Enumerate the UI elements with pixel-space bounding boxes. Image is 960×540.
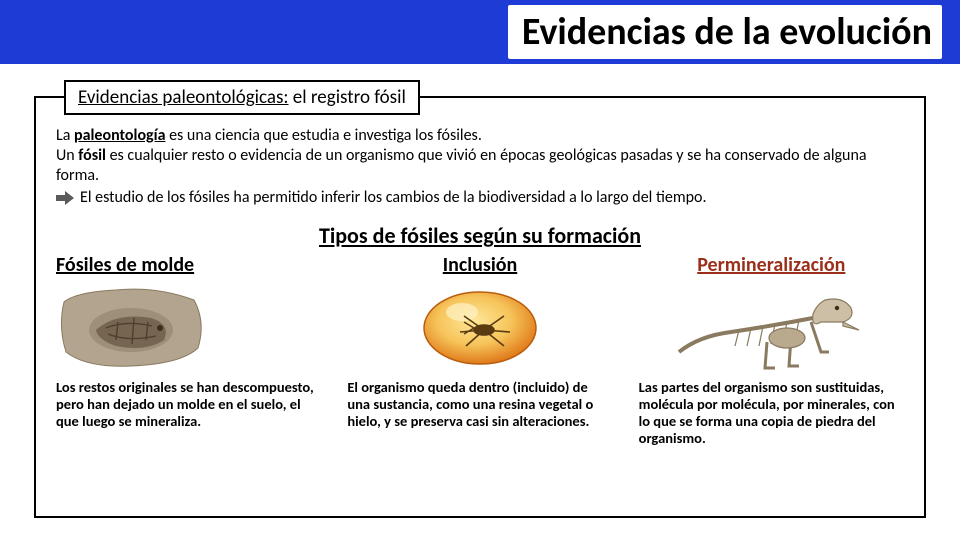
fossil-column-permineralization: Permineralización: [639, 253, 904, 447]
mold-fossil-icon: [56, 282, 206, 372]
subtitle-badge: Evidencias paleontológicas: el registro …: [64, 80, 420, 115]
intro-text: es una ciencia que estudia e investiga l…: [165, 126, 481, 145]
page-title: Evidencias de la evolución: [508, 5, 942, 59]
amber-fossil-icon: [410, 282, 550, 372]
title-bar: Evidencias de la evolución: [0, 0, 960, 64]
fossil-column-mold: Fósiles de molde Los restos originales s…: [56, 253, 321, 447]
intro-term: paleontología: [74, 126, 165, 145]
fossil-description: El organismo queda dentro (incluido) de …: [347, 379, 612, 430]
fossil-column-inclusion: Inclusión: [347, 253, 612, 447]
fossil-image-skeleton: [639, 281, 904, 373]
fossil-columns: Fósiles de molde Los restos originales s…: [56, 253, 904, 447]
intro-line-2: Un fósil es cualquier resto o evidencia …: [56, 146, 904, 186]
intro-text: La: [56, 126, 74, 145]
fossil-description: Los restos originales se han descompuest…: [56, 379, 321, 430]
intro-term: fósil: [78, 146, 106, 165]
subtitle-prefix: Evidencias paleontológicas:: [78, 86, 289, 109]
fossil-title: Fósiles de molde: [56, 253, 321, 277]
fossil-title: Permineralización: [639, 253, 904, 277]
fossil-title: Inclusión: [347, 253, 612, 277]
intro-text: Un: [56, 146, 78, 165]
fossil-image-amber: [347, 281, 612, 373]
skeleton-fossil-icon: [671, 282, 871, 372]
fossil-image-mold: [56, 281, 321, 373]
arrow-right-icon: [56, 191, 74, 205]
subtitle-rest: el registro fósil: [289, 86, 406, 109]
content-frame: Evidencias paleontológicas: el registro …: [34, 96, 926, 518]
fossil-description: Las partes del organismo son sustituidas…: [639, 379, 904, 447]
intro-text: El estudio de los fósiles ha permitido i…: [80, 188, 706, 208]
intro-text: es cualquier resto o evidencia de un org…: [56, 146, 867, 185]
intro-line-1: La paleontología es una ciencia que estu…: [56, 126, 904, 146]
intro-block: La paleontología es una ciencia que estu…: [56, 126, 904, 208]
intro-line-3: El estudio de los fósiles ha permitido i…: [56, 188, 904, 208]
section-heading: Tipos de fósiles según su formación: [56, 222, 904, 249]
